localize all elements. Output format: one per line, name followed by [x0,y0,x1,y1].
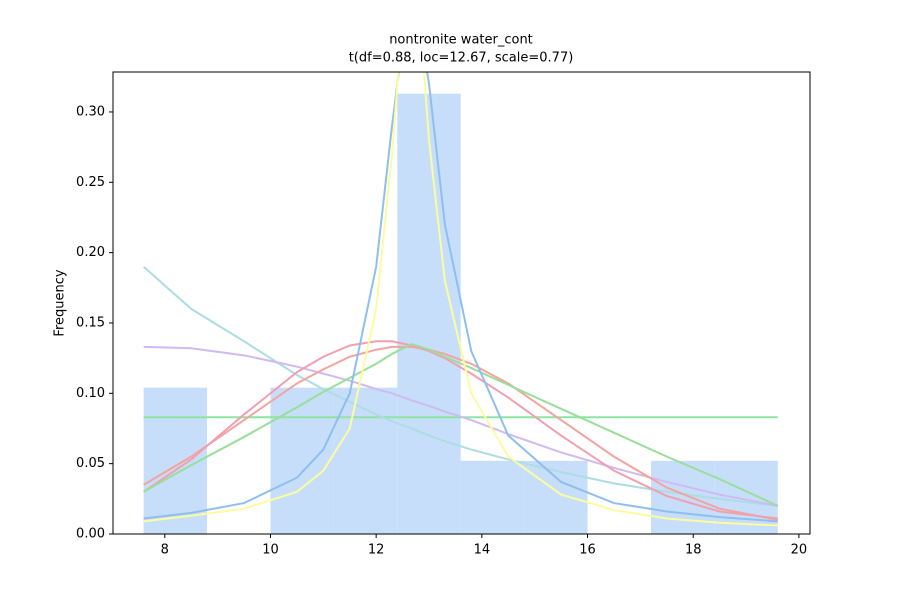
x-tick-label: 12 [368,543,385,558]
fit-curve [143,72,778,527]
histogram-bar [270,387,334,534]
y-axis-label: Frequency [53,269,68,336]
y-tick-label: 0.15 [76,315,105,330]
x-tick-label: 16 [579,543,596,558]
y-tick-label: 0.05 [76,456,105,471]
x-tick-label: 8 [161,543,169,558]
histogram-bar [397,93,461,534]
y-tick-label: 0.00 [76,527,105,542]
chart-title: nontronite water_cont [389,33,533,48]
histogram-bar [143,387,208,534]
y-tick-label: 0.25 [76,175,105,190]
y-tick-label: 0.20 [76,245,105,260]
y-tick-label: 0.10 [76,386,105,401]
x-tick-label: 20 [791,543,808,558]
fit-curve [143,72,778,523]
histogram-bar [460,460,525,534]
axes-frame [112,71,811,535]
plot-area [142,72,779,534]
y-tick-label: 0.30 [76,104,105,119]
fit-curve [143,340,778,520]
fit-curve [143,343,779,507]
histogram-bar [524,460,588,534]
x-tick-label: 10 [262,543,279,558]
fit-curve [142,265,778,507]
x-tick-label: 14 [474,543,491,558]
fit-curve [143,345,778,507]
x-tick-label: 18 [685,543,702,558]
histogram-bar [333,387,398,534]
chart-subtitle: t(df=0.88, loc=12.67, scale=0.77) [349,51,574,66]
histogram-bar [714,460,778,534]
